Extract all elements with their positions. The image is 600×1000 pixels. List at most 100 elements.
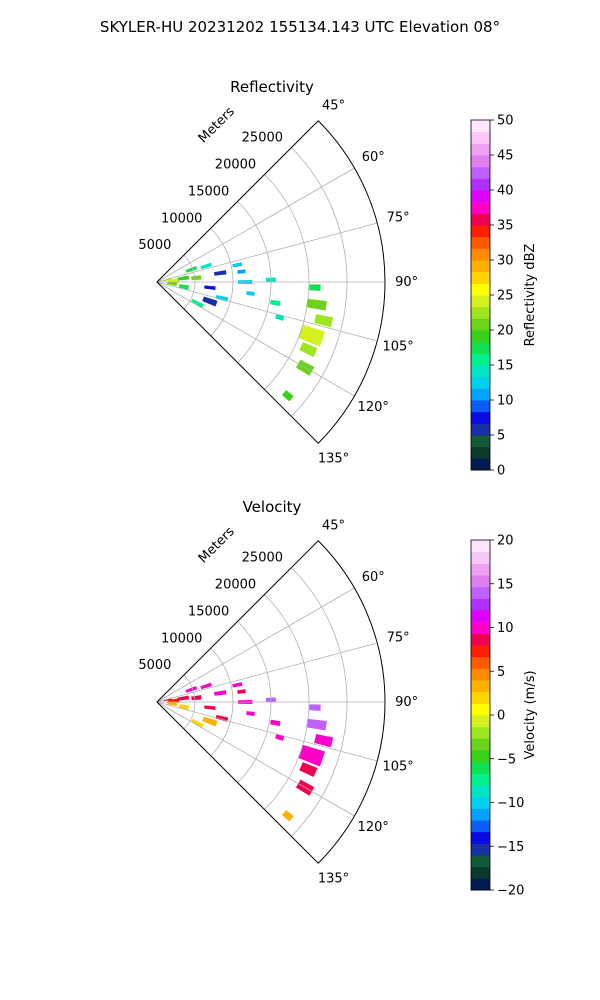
- colorbar-swatch: [471, 703, 490, 716]
- colorbar-swatch: [471, 283, 490, 296]
- range-tick-label: 10000: [161, 631, 202, 646]
- colorbar-tick-label: 40: [497, 184, 514, 199]
- echo-cell: [232, 682, 243, 688]
- range-tick-label: 20000: [215, 158, 256, 173]
- colorbar-swatch: [471, 166, 490, 179]
- radar-echo-layer: [163, 262, 334, 402]
- echo-cell: [202, 296, 218, 307]
- colorbar-swatch: [471, 680, 490, 693]
- velocity-panel: Velocity 45°60°75°90°105°120°135°5000100…: [138, 498, 538, 899]
- echo-cell: [314, 314, 334, 328]
- colorbar-label: Velocity (m/s): [523, 670, 538, 759]
- colorbar-swatch: [471, 715, 490, 728]
- range-tick-label: 15000: [188, 604, 229, 619]
- colorbar-tick-label: 0: [497, 464, 505, 479]
- colorbar-swatch: [471, 691, 490, 704]
- colorbar-swatch: [471, 411, 490, 424]
- colorbar-tick-label: 15: [497, 359, 514, 374]
- colorbar-swatch: [471, 178, 490, 191]
- colorbar-tick-label: 15: [497, 577, 514, 592]
- colorbar-swatch: [471, 423, 490, 436]
- colorbar-tick-label: 35: [497, 219, 514, 234]
- colorbar-swatch: [471, 271, 490, 284]
- echo-cell: [309, 284, 321, 291]
- azimuth-spoke: [156, 281, 355, 397]
- azimuth-spoke: [156, 701, 378, 762]
- echo-cell: [314, 734, 334, 748]
- echo-cell: [204, 285, 216, 290]
- colorbar-swatch: [471, 236, 490, 249]
- colorbar-swatch: [471, 260, 490, 273]
- azimuth-tick-label: 60°: [362, 570, 385, 585]
- colorbar-swatch: [471, 458, 490, 471]
- echo-cell: [167, 281, 178, 286]
- polar-grid: [156, 567, 385, 837]
- colorbar-swatch: [471, 388, 490, 401]
- echo-cell: [213, 270, 227, 276]
- echo-cell: [185, 265, 198, 273]
- azimuth-spoke: [156, 222, 378, 283]
- colorbar-swatch: [471, 656, 490, 669]
- azimuth-tick-label: 105°: [382, 340, 413, 355]
- range-axis-label: Meters: [196, 524, 238, 566]
- colorbar-swatch: [471, 131, 490, 144]
- echo-cell: [298, 324, 325, 347]
- echo-cell: [246, 291, 255, 296]
- echo-cell: [299, 762, 318, 777]
- colorbar-swatch: [471, 155, 490, 168]
- colorbar-swatch: [471, 866, 490, 879]
- echo-cell: [237, 689, 246, 694]
- colorbar-swatch: [471, 551, 490, 564]
- colorbar-swatch: [471, 726, 490, 739]
- echo-cell: [202, 716, 218, 727]
- colorbar-swatch: [471, 668, 490, 681]
- colorbar-tick-label: 20: [497, 324, 514, 339]
- echo-cell: [299, 342, 318, 357]
- colorbar-tick-label: 0: [497, 709, 505, 724]
- azimuth-spoke: [156, 281, 378, 342]
- colorbar-tick-label: 10: [497, 621, 514, 636]
- colorbar-tick-label: 50: [497, 114, 514, 129]
- reflectivity-plot: 45° 60° 75° 90° 105° 120° 135° 5000 10000 15000 20…: [138, 98, 418, 466]
- colorbar-swatch: [471, 446, 490, 459]
- range-tick-label: 10000: [161, 211, 202, 226]
- colorbar-swatch: [471, 318, 490, 331]
- colorbar-swatch: [471, 143, 490, 156]
- colorbar-swatch: [471, 761, 490, 774]
- colorbar-swatch: [471, 190, 490, 203]
- colorbar-tick-label: 5: [497, 665, 505, 680]
- echo-cell: [177, 275, 190, 281]
- sector-frame: [156, 120, 386, 444]
- colorbar-swatch: [471, 738, 490, 751]
- colorbar-swatch: [471, 610, 490, 623]
- colorbar-tick-label: 25: [497, 289, 514, 304]
- azimuth-tick-label: 75°: [387, 630, 410, 645]
- echo-cell: [185, 685, 198, 693]
- colorbar-swatch: [471, 586, 490, 599]
- sector-frame: [156, 540, 386, 864]
- colorbar-swatch: [471, 843, 490, 856]
- colorbar-tick-label: −20: [497, 884, 524, 899]
- echo-cell: [306, 298, 327, 311]
- range-tick-label: 20000: [215, 578, 256, 593]
- echo-cell: [270, 299, 281, 307]
- echo-cell: [270, 719, 281, 727]
- colorbar-swatch: [471, 878, 490, 891]
- colorbar-tick-label: 30: [497, 254, 514, 269]
- echo-cell: [306, 718, 327, 731]
- echo-cell: [281, 390, 294, 402]
- azimuth-spoke: [156, 167, 355, 283]
- colorbar-swatch: [471, 563, 490, 576]
- range-tick-label: 25000: [242, 551, 283, 566]
- reflectivity-panel: Reflectivity 45°60°75°90°105°120°135°500…: [138, 78, 538, 479]
- colorbar-swatch: [471, 633, 490, 646]
- echo-cell: [246, 711, 255, 716]
- colorbar-swatch: [471, 750, 490, 763]
- echo-cell: [204, 705, 216, 710]
- radar-echo-layer: [163, 682, 334, 822]
- colorbar-swatch: [471, 598, 490, 611]
- colorbar-swatch: [471, 306, 490, 319]
- echo-cell: [191, 695, 202, 701]
- colorbar-swatch: [471, 400, 490, 413]
